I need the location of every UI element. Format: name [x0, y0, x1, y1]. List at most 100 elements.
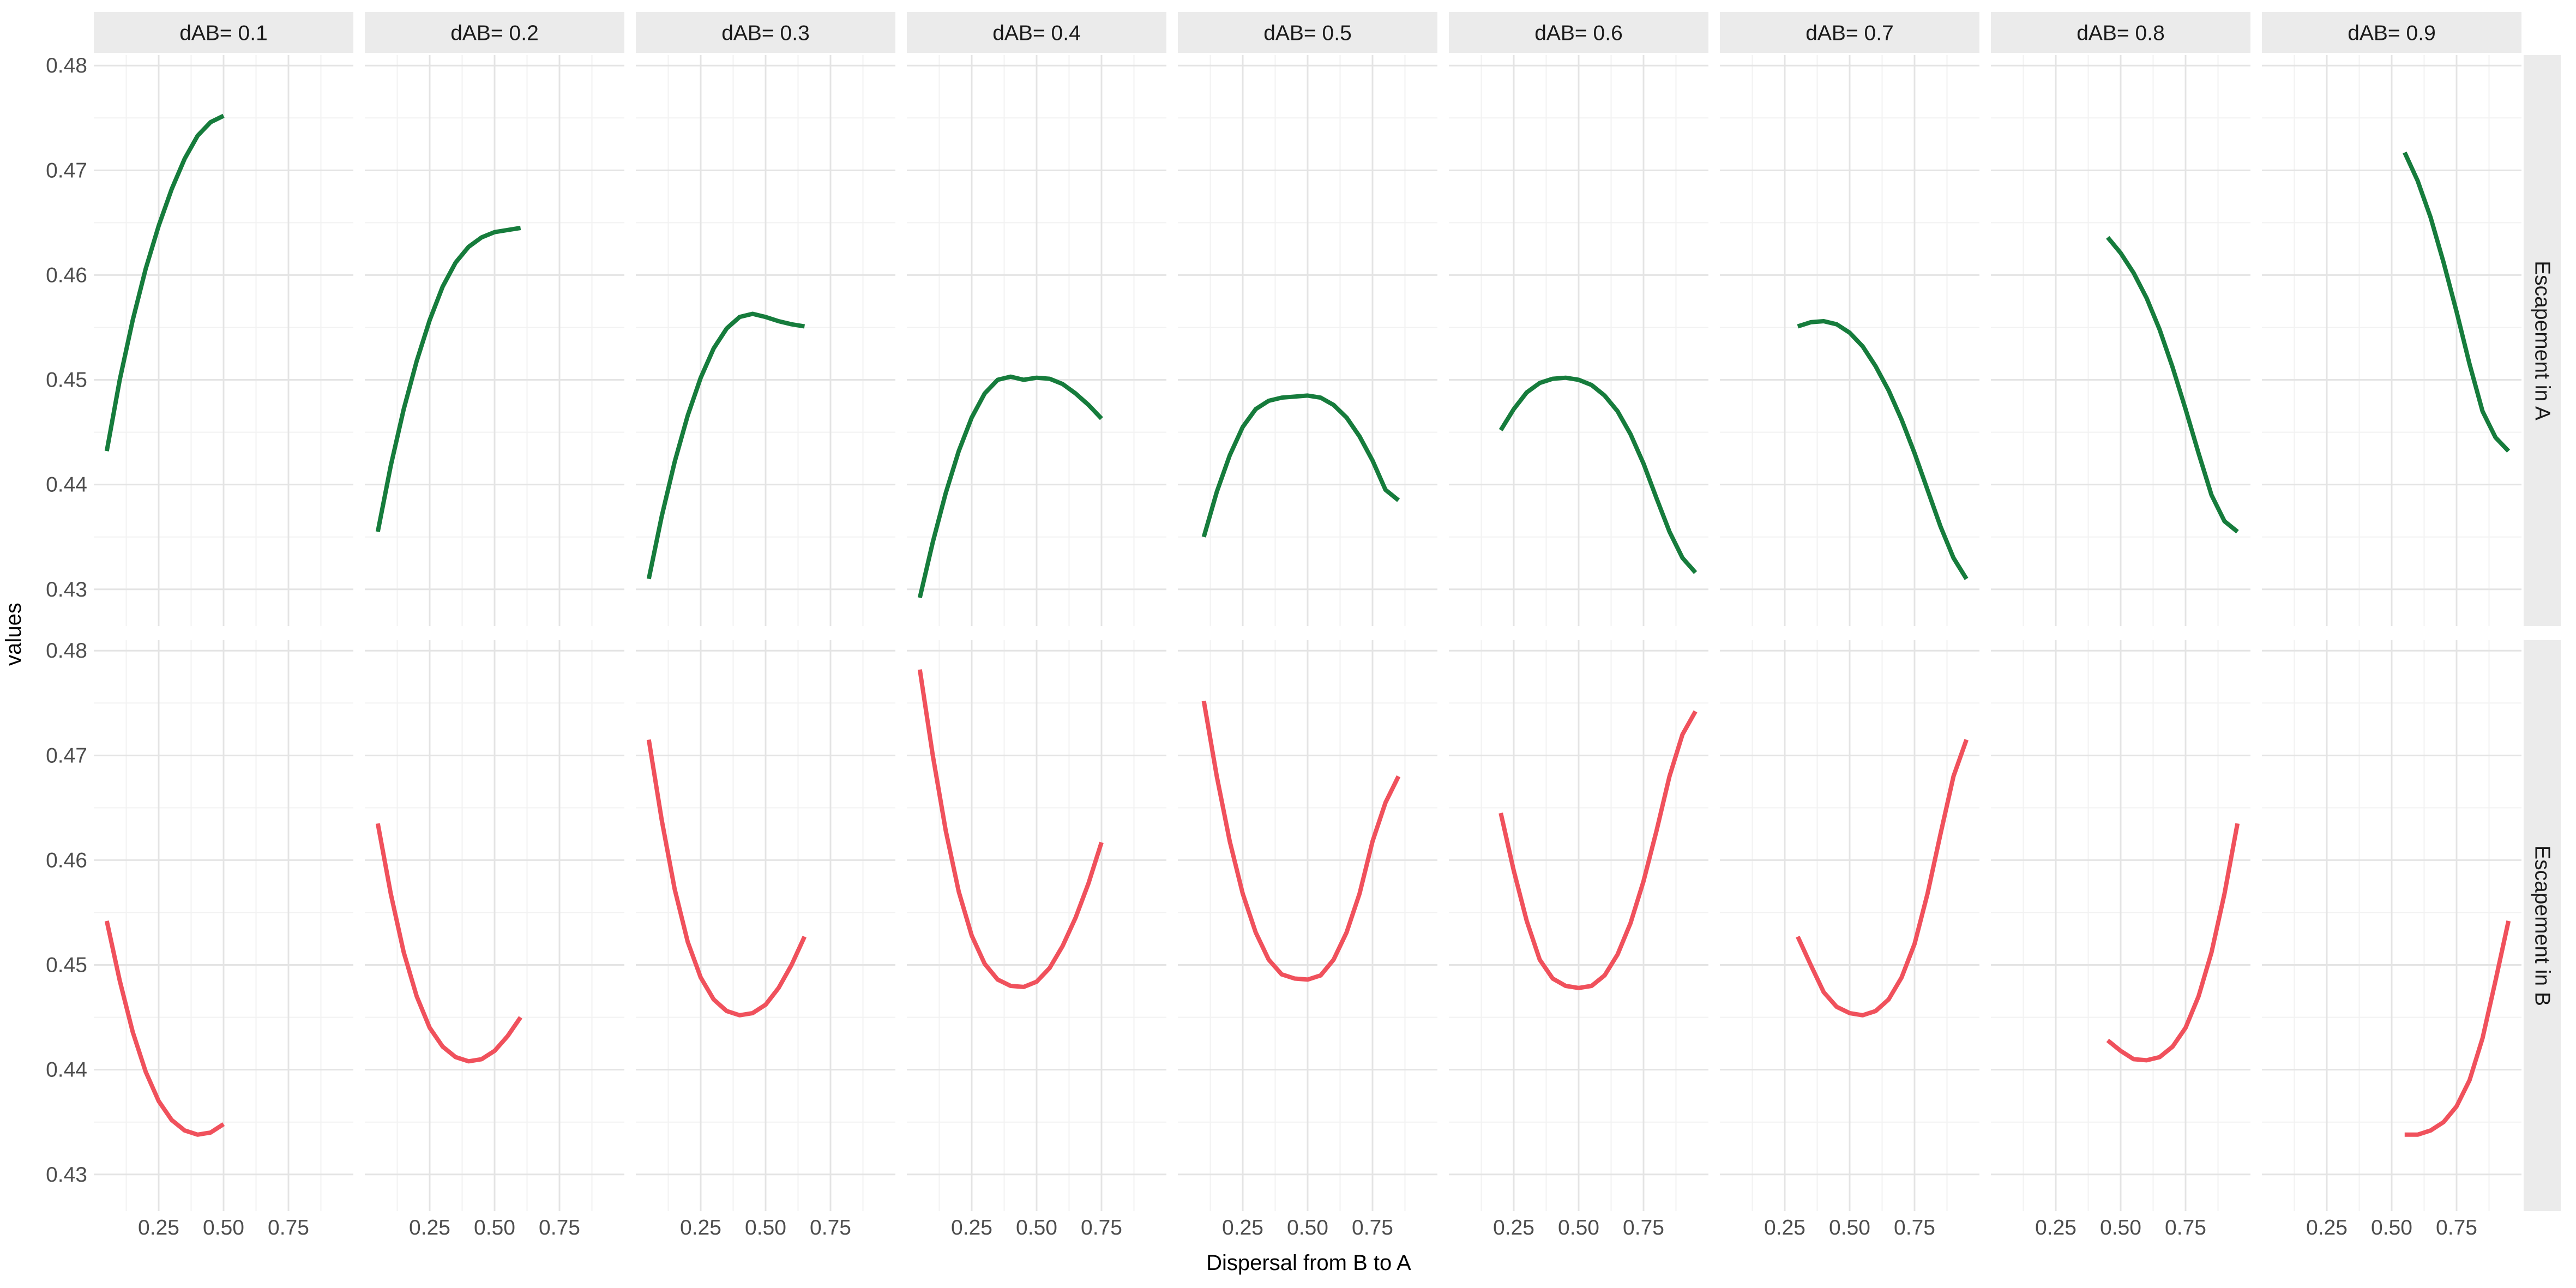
strip-label: dAB= 0.6 [1534, 22, 1623, 45]
strip-label: dAB= 0.1 [179, 22, 268, 45]
x-tick-label: 0.50 [2100, 1216, 2141, 1239]
x-tick-label: 0.50 [203, 1216, 244, 1239]
escapement-b-line [1201, 700, 1401, 982]
escapement-b-line [375, 823, 522, 1064]
strip-label: Escapement in A [2531, 261, 2554, 420]
strip-background [2524, 55, 2561, 626]
column-strip: dAB= 0.7 [1720, 12, 1979, 53]
escapement-a-line [1797, 319, 1969, 580]
facet-panel [1991, 640, 2250, 1211]
facet-panel [1449, 640, 1708, 1211]
y-tick-label: 0.43 [46, 578, 87, 601]
y-tick-label: 0.48 [46, 639, 87, 663]
escapement-a-line [375, 226, 521, 532]
strip-background [1720, 12, 1979, 53]
escapement-b-line [2404, 920, 2511, 1137]
x-tick-label: 0.50 [1558, 1216, 1599, 1239]
x-tick-label: 0.75 [1352, 1216, 1393, 1239]
x-tick-label: 0.25 [2035, 1216, 2077, 1239]
y-tick-label: 0.44 [46, 473, 87, 497]
strip-background [1991, 12, 2250, 53]
y-tick-label: 0.44 [46, 1058, 87, 1082]
strip-label: dAB= 0.7 [1805, 22, 1894, 45]
strip-label: Escapement in B [2531, 845, 2554, 1006]
x-tick-label: 0.75 [2165, 1216, 2206, 1239]
strip-background [1449, 12, 1708, 53]
column-strip: dAB= 0.6 [1449, 12, 1708, 53]
y-tick-label: 0.46 [46, 848, 87, 872]
row-strip: Escapement in B [2524, 640, 2561, 1211]
facet-panel [94, 640, 353, 1211]
facet-panels [94, 55, 2521, 1211]
facet-panel [1720, 55, 1979, 626]
strip-background [94, 12, 353, 53]
y-axis-title: values [2, 603, 26, 666]
facet-panel [2262, 55, 2521, 626]
column-strip: dAB= 0.5 [1178, 12, 1437, 53]
facet-panel [94, 55, 353, 626]
y-tick-label: 0.46 [46, 263, 87, 287]
facet-panel [907, 640, 1166, 1211]
x-tick-label: 0.75 [2436, 1216, 2477, 1239]
strip-background [907, 12, 1166, 53]
escapement-a-line [646, 311, 805, 580]
strip-background [636, 12, 895, 53]
x-tick-label: 0.25 [951, 1216, 992, 1239]
escapement-a-line [917, 374, 1103, 599]
escapement-a-line [1201, 393, 1400, 538]
escapement-a-line [1498, 375, 1698, 574]
facet-panel [365, 55, 624, 626]
escapement-b-line [2106, 823, 2240, 1063]
column-strip: dAB= 0.8 [1991, 12, 2250, 53]
y-tick-label: 0.45 [46, 954, 87, 977]
y-tick-label: 0.43 [46, 1163, 87, 1187]
x-tick-label: 0.25 [1764, 1216, 1805, 1239]
strip-background [365, 12, 624, 53]
x-tick-label: 0.75 [1623, 1216, 1664, 1239]
x-tick-label: 0.50 [1287, 1216, 1328, 1239]
x-tick-label: 0.50 [745, 1216, 786, 1239]
series-lines [104, 113, 2511, 1137]
x-tick-label: 0.25 [1493, 1216, 1534, 1239]
strip-background [2262, 12, 2521, 53]
column-strip: dAB= 0.4 [907, 12, 1166, 53]
x-tick-label: 0.50 [1829, 1216, 1870, 1239]
escapement-b-line [646, 739, 807, 1018]
facet-strips: dAB= 0.1 dAB= 0.2 dAB= 0.3 dAB= 0.4 dAB= 0.5… [94, 12, 2561, 1211]
x-tick-label: 0.25 [2306, 1216, 2348, 1239]
escapement-a-line [2106, 236, 2239, 534]
strip-background [2524, 640, 2561, 1211]
facet-panel [1991, 55, 2250, 626]
x-tick-label: 0.25 [409, 1216, 450, 1239]
strip-label: dAB= 0.4 [992, 22, 1081, 45]
x-tick-label: 0.50 [474, 1216, 515, 1239]
x-tick-label: 0.25 [138, 1216, 179, 1239]
axis-tick-labels: 0.43 0.44 0.45 0.46 0.47 0.48 0.43 0.44 0.45 0.46… [46, 54, 2477, 1239]
x-axis-title: Dispersal from B to A [1206, 1251, 1411, 1275]
escapement-b-line [1498, 710, 1698, 990]
y-tick-label: 0.47 [46, 744, 87, 767]
x-tick-label: 0.75 [268, 1216, 309, 1239]
x-tick-label: 0.25 [1222, 1216, 1263, 1239]
strip-label: dAB= 0.3 [721, 22, 810, 45]
strip-label: dAB= 0.9 [2348, 22, 2436, 45]
column-strip: dAB= 0.2 [365, 12, 624, 53]
x-tick-label: 0.25 [680, 1216, 721, 1239]
row-strip: Escapement in A [2524, 55, 2561, 626]
y-tick-label: 0.45 [46, 369, 87, 392]
escapement-b-line [917, 669, 1104, 989]
escapement-b-line [1796, 739, 1969, 1018]
column-strip: dAB= 0.3 [636, 12, 895, 53]
facet-panel [636, 640, 895, 1211]
x-tick-label: 0.75 [1894, 1216, 1935, 1239]
escapement-b-line [104, 920, 225, 1137]
facet-panel [636, 55, 895, 626]
x-tick-label: 0.50 [2371, 1216, 2412, 1239]
strip-label: dAB= 0.2 [450, 22, 539, 45]
facet-panel [365, 640, 624, 1211]
y-tick-label: 0.47 [46, 159, 87, 182]
y-tick-label: 0.48 [46, 54, 87, 77]
x-tick-label: 0.75 [539, 1216, 580, 1239]
facet-panel [1449, 55, 1708, 626]
